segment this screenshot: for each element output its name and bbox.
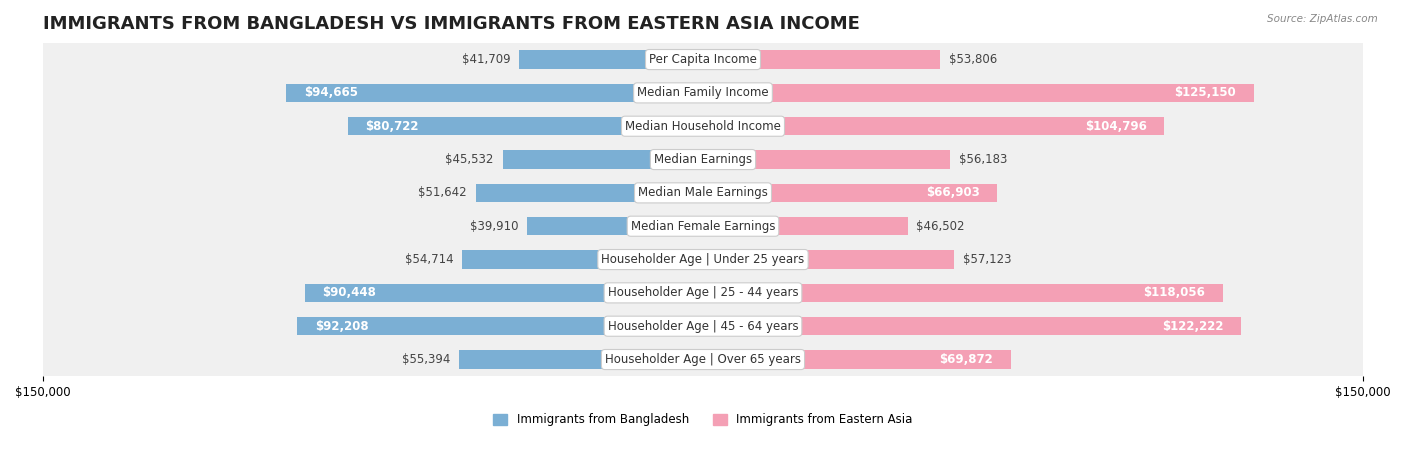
Bar: [475, 184, 703, 202]
Bar: [42, 43, 1364, 76]
Text: $125,150: $125,150: [1174, 86, 1236, 99]
Bar: [42, 143, 1364, 176]
Bar: [703, 317, 1241, 335]
Text: Householder Age | Under 25 years: Householder Age | Under 25 years: [602, 253, 804, 266]
Text: $45,532: $45,532: [446, 153, 494, 166]
Bar: [703, 217, 908, 235]
Text: Median Household Income: Median Household Income: [626, 120, 780, 133]
Legend: Immigrants from Bangladesh, Immigrants from Eastern Asia: Immigrants from Bangladesh, Immigrants f…: [488, 409, 918, 431]
Text: $69,872: $69,872: [939, 353, 993, 366]
Text: Median Male Earnings: Median Male Earnings: [638, 186, 768, 199]
Bar: [527, 217, 703, 235]
Text: $80,722: $80,722: [366, 120, 419, 133]
Text: Median Female Earnings: Median Female Earnings: [631, 219, 775, 233]
Text: $54,714: $54,714: [405, 253, 453, 266]
Text: $55,394: $55,394: [402, 353, 450, 366]
Bar: [42, 210, 1364, 243]
Bar: [287, 84, 703, 102]
Text: $51,642: $51,642: [418, 186, 467, 199]
Bar: [463, 250, 703, 269]
Bar: [42, 76, 1364, 110]
Text: $57,123: $57,123: [963, 253, 1012, 266]
Text: Median Family Income: Median Family Income: [637, 86, 769, 99]
Text: $122,222: $122,222: [1161, 320, 1223, 333]
Text: $46,502: $46,502: [917, 219, 965, 233]
Text: $66,903: $66,903: [927, 186, 980, 199]
Bar: [305, 284, 703, 302]
Text: $90,448: $90,448: [322, 286, 377, 299]
Bar: [42, 343, 1364, 376]
Text: $53,806: $53,806: [949, 53, 997, 66]
Text: $118,056: $118,056: [1143, 286, 1205, 299]
Text: Householder Age | 45 - 64 years: Householder Age | 45 - 64 years: [607, 320, 799, 333]
Bar: [703, 117, 1164, 135]
Text: $104,796: $104,796: [1085, 120, 1147, 133]
Bar: [42, 176, 1364, 210]
Text: Source: ZipAtlas.com: Source: ZipAtlas.com: [1267, 14, 1378, 24]
Bar: [703, 250, 955, 269]
Bar: [297, 317, 703, 335]
Text: $41,709: $41,709: [463, 53, 510, 66]
Bar: [42, 110, 1364, 143]
Bar: [347, 117, 703, 135]
Text: Householder Age | 25 - 44 years: Householder Age | 25 - 44 years: [607, 286, 799, 299]
Text: Householder Age | Over 65 years: Householder Age | Over 65 years: [605, 353, 801, 366]
Text: $94,665: $94,665: [304, 86, 359, 99]
Bar: [703, 184, 997, 202]
Text: $56,183: $56,183: [959, 153, 1008, 166]
Bar: [703, 84, 1254, 102]
Text: IMMIGRANTS FROM BANGLADESH VS IMMIGRANTS FROM EASTERN ASIA INCOME: IMMIGRANTS FROM BANGLADESH VS IMMIGRANTS…: [42, 15, 859, 33]
Text: Median Earnings: Median Earnings: [654, 153, 752, 166]
Bar: [519, 50, 703, 69]
Bar: [703, 150, 950, 169]
Bar: [502, 150, 703, 169]
Bar: [460, 350, 703, 369]
Bar: [42, 276, 1364, 310]
Bar: [42, 243, 1364, 276]
Text: Per Capita Income: Per Capita Income: [650, 53, 756, 66]
Bar: [42, 310, 1364, 343]
Bar: [703, 350, 1011, 369]
Text: $92,208: $92,208: [315, 320, 368, 333]
Text: $39,910: $39,910: [470, 219, 519, 233]
Bar: [703, 50, 939, 69]
Bar: [703, 284, 1223, 302]
